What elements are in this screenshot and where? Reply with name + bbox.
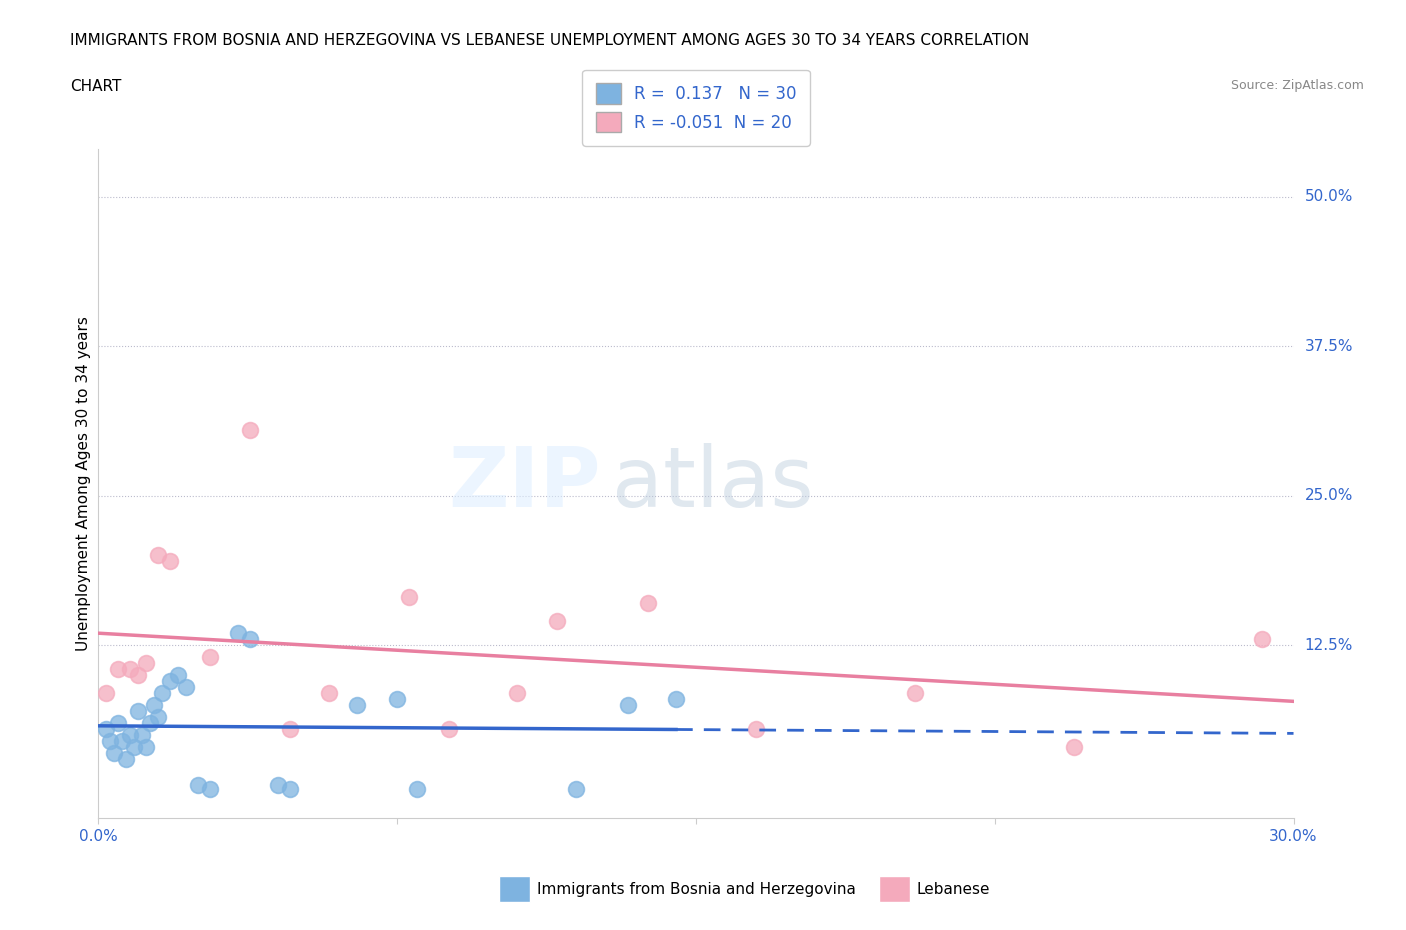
Point	[159, 554, 181, 569]
Point	[437, 722, 460, 737]
Point	[96, 685, 118, 700]
Point	[318, 685, 340, 700]
Point	[637, 596, 659, 611]
Point	[1250, 631, 1272, 646]
Point	[745, 722, 768, 737]
Point	[174, 680, 197, 695]
Text: Source: ZipAtlas.com: Source: ZipAtlas.com	[1230, 79, 1364, 92]
Text: IMMIGRANTS FROM BOSNIA AND HERZEGOVINA VS LEBANESE UNEMPLOYMENT AMONG AGES 30 TO: IMMIGRANTS FROM BOSNIA AND HERZEGOVINA V…	[70, 33, 1029, 47]
Point	[139, 715, 162, 730]
Point	[135, 739, 157, 754]
Point	[278, 781, 301, 796]
Text: 50.0%: 50.0%	[1305, 189, 1353, 204]
Text: 12.5%: 12.5%	[1305, 638, 1353, 653]
Point	[278, 722, 301, 737]
Text: 37.5%: 37.5%	[1305, 339, 1353, 353]
Point	[904, 685, 927, 700]
Point	[107, 661, 129, 676]
Text: atlas: atlas	[612, 443, 814, 525]
Point	[198, 781, 221, 796]
Point	[96, 722, 118, 737]
Point	[143, 698, 166, 712]
Point	[135, 656, 157, 671]
Text: CHART: CHART	[70, 79, 122, 94]
Point	[159, 673, 181, 688]
Point	[239, 422, 262, 437]
Legend: R =  0.137   N = 30, R = -0.051  N = 20: R = 0.137 N = 30, R = -0.051 N = 20	[582, 70, 810, 146]
Point	[148, 548, 170, 563]
Point	[198, 649, 221, 664]
Point	[267, 777, 290, 792]
Y-axis label: Unemployment Among Ages 30 to 34 years: Unemployment Among Ages 30 to 34 years	[76, 316, 91, 651]
Point	[120, 727, 142, 742]
Point	[107, 715, 129, 730]
Point	[103, 745, 125, 760]
Point	[398, 590, 420, 604]
Point	[665, 691, 688, 706]
Point	[226, 626, 249, 641]
Point	[617, 698, 640, 712]
Point	[385, 691, 409, 706]
Point	[115, 751, 138, 766]
Point	[127, 703, 149, 718]
Point	[167, 668, 190, 683]
Point	[346, 698, 368, 712]
Point	[239, 631, 262, 646]
Text: Immigrants from Bosnia and Herzegovina: Immigrants from Bosnia and Herzegovina	[537, 882, 856, 897]
Point	[1063, 739, 1085, 754]
Point	[565, 781, 588, 796]
Point	[131, 727, 153, 742]
Point	[406, 781, 429, 796]
Text: 25.0%: 25.0%	[1305, 488, 1353, 503]
Point	[546, 614, 568, 629]
Text: ZIP: ZIP	[449, 443, 600, 525]
Point	[506, 685, 529, 700]
Point	[120, 661, 142, 676]
Point	[124, 739, 146, 754]
Point	[111, 733, 134, 748]
Point	[98, 733, 122, 748]
Point	[127, 668, 149, 683]
Text: Lebanese: Lebanese	[917, 882, 990, 897]
Point	[187, 777, 209, 792]
Point	[148, 710, 170, 724]
Point	[150, 685, 173, 700]
